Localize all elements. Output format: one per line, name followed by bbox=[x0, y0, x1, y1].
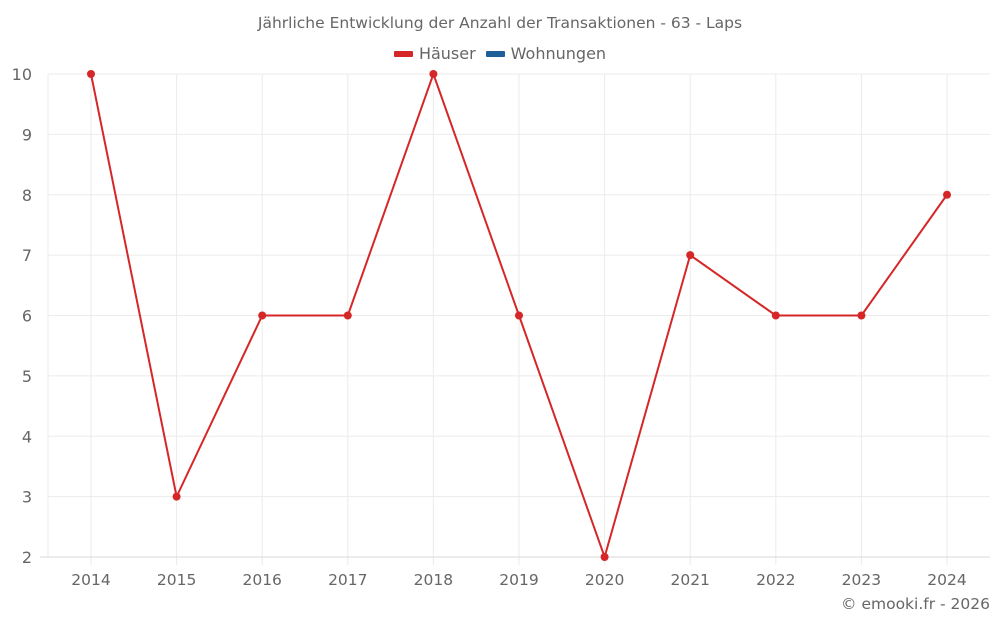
chart-title: Jährliche Entwicklung der Anzahl der Tra… bbox=[257, 14, 743, 32]
data-point bbox=[943, 190, 951, 199]
legend-item-haeuser[interactable]: Häuser bbox=[393, 44, 476, 63]
x-tick-label: 2018 bbox=[414, 571, 453, 589]
data-point bbox=[600, 553, 609, 561]
y-tick-label: 5 bbox=[22, 367, 32, 386]
data-point bbox=[87, 70, 95, 78]
y-tick-label: 9 bbox=[22, 125, 32, 144]
x-tick-label: 2023 bbox=[842, 571, 881, 589]
y-tick-label: 2 bbox=[22, 548, 32, 567]
legend-label-haeuser: Häuser bbox=[418, 44, 476, 63]
data-point bbox=[172, 492, 181, 501]
chart-legend: Häuser Wohnungen bbox=[0, 44, 1000, 63]
x-tick-label: 2019 bbox=[499, 571, 538, 589]
x-tick-label: 2017 bbox=[328, 571, 367, 589]
credit-text: © emooki.fr - 2026 bbox=[841, 595, 990, 613]
x-tick-label: 2020 bbox=[585, 571, 624, 589]
y-tick-label: 7 bbox=[22, 246, 32, 265]
legend-swatch-wohnungen bbox=[485, 50, 505, 57]
data-point bbox=[771, 311, 780, 320]
x-tick-label: 2022 bbox=[756, 571, 795, 589]
y-tick-label: 3 bbox=[22, 488, 32, 507]
x-tick-label: 2021 bbox=[670, 571, 709, 589]
y-tick-label: 6 bbox=[22, 307, 32, 326]
data-point bbox=[686, 251, 695, 260]
legend-swatch-haeuser bbox=[393, 50, 413, 57]
legend-item-wohnungen[interactable]: Wohnungen bbox=[485, 44, 607, 63]
x-tick-label: 2014 bbox=[71, 571, 110, 589]
data-point bbox=[857, 311, 866, 320]
x-tick-label: 2016 bbox=[242, 571, 281, 589]
y-tick-label: 4 bbox=[22, 427, 32, 446]
data-point bbox=[429, 70, 438, 78]
data-point bbox=[515, 311, 523, 320]
y-tick-label: 10 bbox=[12, 65, 32, 84]
legend-label-wohnungen: Wohnungen bbox=[510, 44, 607, 63]
x-tick-label: 2015 bbox=[157, 571, 196, 589]
x-tick-label: 2024 bbox=[927, 571, 966, 589]
data-point bbox=[258, 311, 267, 320]
data-point bbox=[343, 311, 352, 320]
y-tick-label: 8 bbox=[22, 186, 32, 205]
